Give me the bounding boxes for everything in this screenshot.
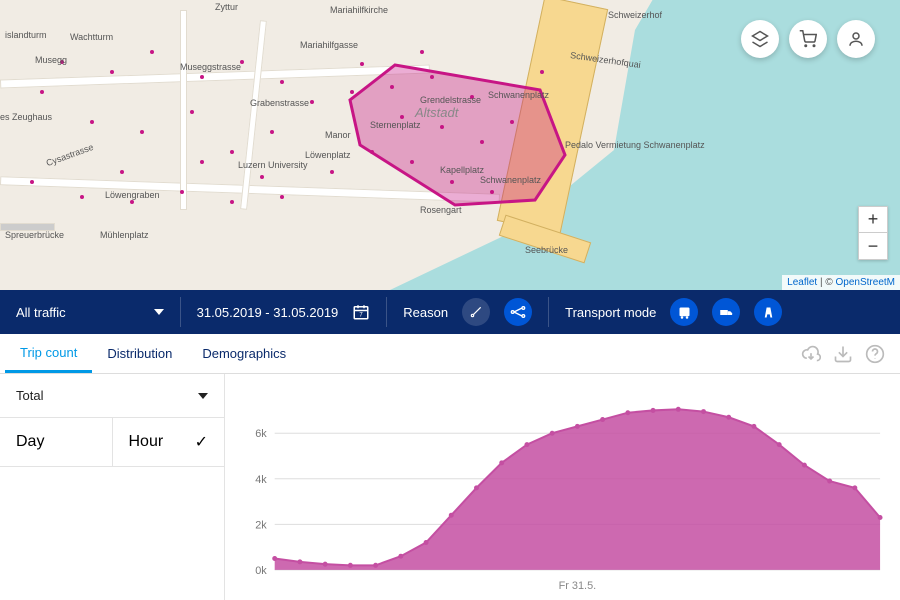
- map-label: es Zeughaus: [0, 112, 52, 122]
- reason-single-button[interactable]: [462, 298, 490, 326]
- side-panel: Total Day Hour ✓: [0, 374, 225, 600]
- filter-date[interactable]: 31.05.2019 - 31.05.2019 7: [181, 303, 387, 321]
- check-icon: ✓: [195, 432, 208, 452]
- filter-traffic-label: All traffic: [16, 305, 66, 320]
- svg-text:Fr 31.5.: Fr 31.5.: [559, 580, 597, 592]
- map-label: Rosengart: [420, 205, 462, 215]
- map-toolbar: [741, 20, 875, 58]
- map-label: Seebrücke: [525, 245, 568, 255]
- main-content: Total Day Hour ✓ 0k 2k 4k 6k Fr 31.5.: [0, 374, 900, 600]
- chevron-down-icon: [198, 393, 208, 399]
- export-icon[interactable]: [833, 344, 853, 364]
- transport-bus-button[interactable]: [670, 298, 698, 326]
- map-label: Manor: [325, 130, 351, 140]
- tab-tools: [801, 344, 900, 364]
- select-granularity: Day Hour ✓: [0, 418, 224, 467]
- map-label: Mariahilfkirche: [330, 5, 388, 15]
- layers-button[interactable]: [741, 20, 779, 58]
- chevron-down-icon: [154, 309, 164, 315]
- map-label: Luzern University: [238, 160, 308, 170]
- tab-bar: Trip count Distribution Demographics: [0, 334, 900, 374]
- map-label: Spreuerbrücke: [5, 230, 64, 240]
- user-button[interactable]: [837, 20, 875, 58]
- map-label: Schwanenplatz: [480, 175, 541, 185]
- select-day-label: Day: [16, 433, 44, 451]
- label-altstadt: Altstadt: [415, 105, 458, 120]
- zoom-in-button[interactable]: +: [859, 207, 887, 233]
- map-label: Schwanenplatz: [488, 90, 549, 100]
- filter-date-label: 31.05.2019 - 31.05.2019: [197, 305, 339, 320]
- transport-truck-button[interactable]: [712, 298, 740, 326]
- filter-transport: Transport mode: [549, 298, 798, 326]
- map-label: Sternenplatz: [370, 120, 421, 130]
- svg-text:2k: 2k: [255, 519, 267, 531]
- road: [180, 10, 187, 210]
- reason-multi-button[interactable]: [504, 298, 532, 326]
- transport-highway-button[interactable]: [754, 298, 782, 326]
- select-hour[interactable]: Hour ✓: [113, 418, 225, 466]
- svg-text:6k: 6k: [255, 428, 267, 440]
- map-label: Mariahilfgasse: [300, 40, 358, 50]
- map-area[interactable]: Altstadt Zyttur Mariahilfkirche Schweizerh…: [0, 0, 900, 290]
- map-label: Pedalo Vermietung Schwanenplatz: [565, 140, 705, 150]
- map-label: Löwengraben: [105, 190, 160, 200]
- svg-text:0k: 0k: [255, 565, 267, 577]
- map-label: Musegg: [35, 55, 67, 65]
- map-label: Kapellplatz: [440, 165, 484, 175]
- attr-leaflet[interactable]: Leaflet: [787, 277, 817, 288]
- select-hour-label: Hour: [129, 433, 164, 451]
- map-label: Grabenstrasse: [250, 98, 309, 108]
- map-label: Wachtturm: [70, 32, 113, 42]
- map-label: Löwenplatz: [305, 150, 351, 160]
- select-total-label: Total: [16, 388, 43, 403]
- svg-text:7: 7: [360, 313, 364, 319]
- cart-button[interactable]: [789, 20, 827, 58]
- attr-osm[interactable]: OpenStreetM: [836, 277, 895, 288]
- map-label: Zyttur: [215, 2, 238, 12]
- filter-bar: All traffic 31.05.2019 - 31.05.2019 7 Re…: [0, 290, 900, 334]
- cloud-download-icon[interactable]: [801, 344, 821, 364]
- tab-trip-count[interactable]: Trip count: [5, 334, 92, 373]
- zoom-control: + −: [858, 206, 888, 260]
- svg-text:4k: 4k: [255, 474, 267, 486]
- filter-reason: Reason: [387, 298, 548, 326]
- select-day[interactable]: Day: [0, 418, 113, 466]
- filter-transport-label: Transport mode: [565, 305, 656, 320]
- filter-reason-label: Reason: [403, 305, 448, 320]
- map-label: Schweizerhof: [608, 10, 662, 20]
- select-total[interactable]: Total: [0, 374, 224, 418]
- tab-distribution[interactable]: Distribution: [92, 334, 187, 373]
- map-attribution: Leaflet | © OpenStreetM: [782, 275, 900, 290]
- zoom-out-button[interactable]: −: [859, 233, 887, 259]
- map-label: islandturm: [5, 30, 47, 40]
- filter-traffic[interactable]: All traffic: [0, 305, 180, 320]
- tab-demographics[interactable]: Demographics: [187, 334, 301, 373]
- trip-count-chart: 0k 2k 4k 6k Fr 31.5.: [225, 374, 900, 600]
- calendar-icon: 7: [352, 303, 370, 321]
- help-icon[interactable]: [865, 344, 885, 364]
- map-label: Museggstrasse: [180, 62, 241, 72]
- map-label: Grendelstrasse: [420, 95, 481, 105]
- map-label: Mühlenplatz: [100, 230, 149, 240]
